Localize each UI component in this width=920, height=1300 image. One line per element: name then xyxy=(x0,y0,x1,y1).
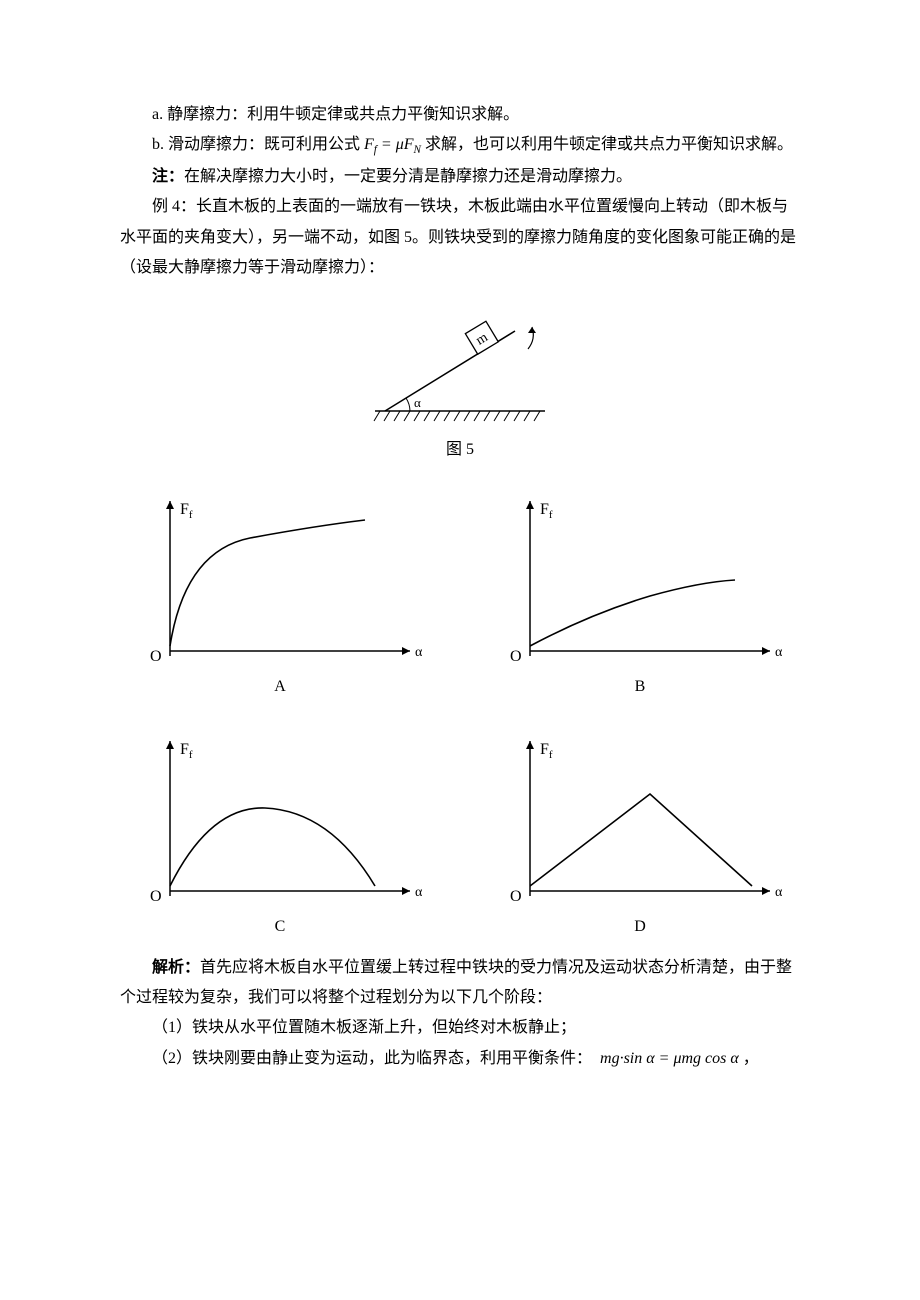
incline-diagram: α m xyxy=(360,301,560,431)
figure-5: α m 图 5 xyxy=(120,301,800,465)
graph-c-cell: Ff O α C xyxy=(120,726,440,942)
stage-1: （1）铁块从水平位置随木板逐渐上升，但始终对木板静止； xyxy=(120,1013,800,1043)
stage-2-post: ， xyxy=(743,1050,759,1067)
stage-2: （2）铁块刚要由静止变为运动，此为临界态，利用平衡条件： mg·sin α = … xyxy=(120,1044,800,1074)
graph-b-svg: Ff O α xyxy=(490,486,790,666)
svg-text:Ff: Ff xyxy=(540,501,553,521)
analysis: 解析：首先应将木板自水平位置缓上转过程中铁块的受力情况及运动状态分析清楚，由于整… xyxy=(120,953,800,1014)
svg-text:α: α xyxy=(415,885,423,900)
svg-text:Ff: Ff xyxy=(540,741,553,761)
svg-text:α: α xyxy=(415,645,423,660)
svg-text:α: α xyxy=(775,645,783,660)
svg-text:O: O xyxy=(150,888,162,905)
stage-2-eq: mg·sin α = μmg cos α xyxy=(596,1050,743,1067)
analysis-label: 解析： xyxy=(152,959,200,976)
note-text: 在解决摩擦力大小时，一定要分清是静摩擦力还是滑动摩擦力。 xyxy=(184,168,632,185)
graph-a-svg: Ff O α xyxy=(130,486,430,666)
label-d: D xyxy=(480,912,800,942)
label-c: C xyxy=(120,912,440,942)
figure-5-caption: 图 5 xyxy=(120,435,800,465)
stage-2-pre: （2）铁块刚要由静止变为运动，此为临界态，利用平衡条件： xyxy=(152,1050,592,1067)
note: 注：在解决摩擦力大小时，一定要分清是静摩擦力还是滑动摩擦力。 xyxy=(120,162,800,192)
para-b-pre: b. 滑动摩擦力：既可利用公式 xyxy=(152,136,364,153)
alpha-label-fig5: α xyxy=(414,395,421,410)
para-a: a. 静摩擦力：利用牛顿定律或共点力平衡知识求解。 xyxy=(120,100,800,130)
note-label: 注： xyxy=(152,168,184,185)
example-4: 例 4：长直木板的上表面的一端放有一铁块，木板此端由水平位置缓慢向上转动（即木板… xyxy=(120,192,800,283)
label-b: B xyxy=(480,672,800,702)
option-graphs: Ff O α A Ff O α B Ff O xyxy=(120,486,800,943)
svg-text:Ff: Ff xyxy=(180,501,193,521)
svg-text:O: O xyxy=(510,648,522,665)
svg-text:α: α xyxy=(775,885,783,900)
graph-d-svg: Ff O α xyxy=(490,726,790,906)
label-a: A xyxy=(120,672,440,702)
para-b-post: 求解，也可以利用牛顿定律或共点力平衡知识求解。 xyxy=(421,136,793,153)
formula-friction: Ff = μFN xyxy=(364,136,421,153)
graph-a-cell: Ff O α A xyxy=(120,486,440,702)
svg-text:Ff: Ff xyxy=(180,741,193,761)
para-b: b. 滑动摩擦力：既可利用公式 Ff = μFN 求解，也可以利用牛顿定律或共点… xyxy=(120,130,800,161)
svg-text:O: O xyxy=(150,648,162,665)
svg-text:O: O xyxy=(510,888,522,905)
analysis-text: 首先应将木板自水平位置缓上转过程中铁块的受力情况及运动状态分析清楚，由于整个过程… xyxy=(120,959,792,1006)
graph-d-cell: Ff O α D xyxy=(480,726,800,942)
graph-c-svg: Ff O α xyxy=(130,726,430,906)
graph-b-cell: Ff O α B xyxy=(480,486,800,702)
